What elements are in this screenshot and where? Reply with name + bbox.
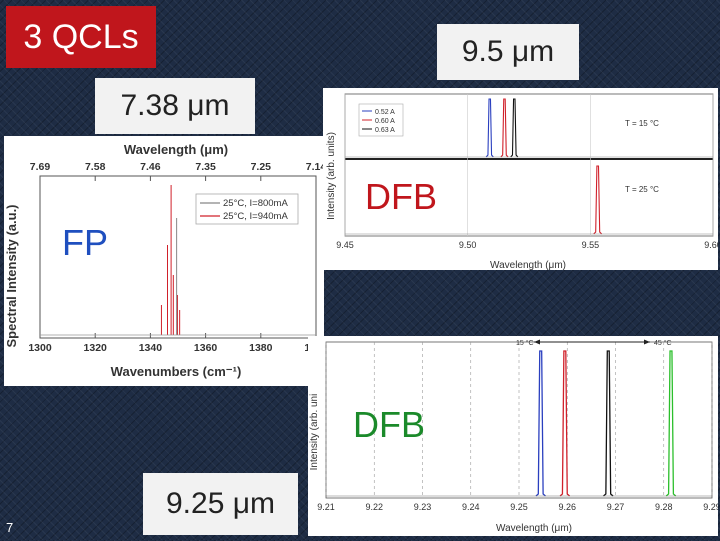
dfb-9-25-spectrum-chart: Intensity (arb. uni Wavelength (μm) 9.21…	[309, 339, 720, 534]
dfb1-bottom-peak	[593, 165, 603, 235]
fp-x-tick-label: 1320	[84, 342, 108, 354]
dfb2-arrow-head-left	[534, 339, 540, 345]
dfb2-x-tick-label: 9.24	[462, 502, 480, 512]
fp-plot-frame	[39, 175, 317, 339]
dfb2-x-tick-label: 9.25	[510, 502, 528, 512]
dfb-9-5-chart-panel: Intensity (arb. units) Wavelength (μm) 9…	[323, 88, 720, 271]
fp-label: FP	[62, 222, 109, 263]
dfb-label-top: DFB	[365, 176, 437, 217]
dfb-label-bottom: DFB	[353, 404, 425, 445]
dfb1-x-tick-label: 9.55	[582, 240, 600, 250]
dfb1-top-peak	[485, 98, 494, 158]
fp-chart-panel: Wavelength (μm) Spectral Intensity (a.u.…	[4, 136, 328, 386]
fp-x-axis-label: Wavenumbers (cm⁻¹)	[111, 364, 242, 379]
fp-spectrum-chart: Wavelength (μm) Spectral Intensity (a.u.…	[4, 142, 328, 379]
dfb1-bottom-annotation: T = 25 °C	[625, 185, 659, 194]
dfb2-peak	[559, 350, 571, 497]
dfb2-annotation-45c: 45 °C	[654, 339, 672, 347]
dfb1-top-peak	[510, 98, 519, 158]
dfb-9-5-spectrum-chart: Intensity (arb. units) Wavelength (μm) 9…	[326, 93, 720, 271]
dfb2-annotation-15c: 15 °C	[516, 339, 534, 347]
dfb1-top-peak	[500, 98, 509, 158]
dfb1-legend-entry-2: 0.60 A	[375, 118, 395, 125]
dfb2-x-tick-label: 9.23	[414, 502, 432, 512]
dfb2-peak	[535, 350, 546, 497]
dfb1-x-tick-label: 9.45	[336, 240, 354, 250]
dfb2-x-tick-label: 9.28	[655, 502, 673, 512]
fp-x-tick-label: 1300	[28, 342, 52, 354]
dfb2-peak	[665, 350, 677, 497]
fp-top-tick-label: 7.35	[195, 161, 216, 173]
dfb2-arrow-head-right	[644, 339, 650, 345]
dfb2-x-axis-label: Wavelength (μm)	[496, 523, 572, 534]
dfb1-legend-entry-3: 0.63 A	[375, 127, 395, 134]
dfb2-x-tick-label: 9.21	[317, 502, 335, 512]
page-number: 7	[6, 520, 14, 535]
fp-top-axis-label: Wavelength (μm)	[124, 142, 228, 157]
dfb1-x-tick-label: 9.50	[459, 240, 477, 250]
slide-title: 3 QCLs	[6, 6, 156, 68]
dfb2-x-tick-label: 9.26	[558, 502, 576, 512]
fp-x-tick-label: 1380	[249, 342, 273, 354]
fp-x-tick-label: 1340	[139, 342, 163, 354]
fp-top-tick-label: 7.14	[306, 161, 324, 173]
dfb1-y-axis-label: Intensity (arb. units)	[326, 132, 337, 220]
fp-x-tick-label: 1360	[194, 342, 218, 354]
dfb1-x-axis-label: Wavelength (μm)	[490, 260, 566, 270]
fp-top-tick-label: 7.46	[140, 161, 161, 173]
label-9-25-um: 9.25 μm	[143, 473, 298, 535]
dfb1-legend-entry-1: 0.52 A	[375, 109, 395, 116]
fp-top-tick-label: 7.58	[85, 161, 106, 173]
fp-legend-entry-2: 25°C, I=940mA	[223, 211, 288, 222]
dfb2-x-tick-label: 9.29	[703, 502, 718, 512]
dfb1-x-tick-label: 9.60	[704, 240, 718, 250]
fp-y-axis-label: Spectral Intensity (a.u.)	[4, 204, 19, 347]
fp-legend-box	[195, 193, 299, 225]
dfb2-y-axis-label: Intensity (arb. uni	[309, 394, 320, 471]
dfb-9-25-chart-panel: Intensity (arb. uni Wavelength (μm) 9.21…	[308, 336, 720, 536]
fp-top-tick-label: 7.25	[251, 161, 272, 173]
dfb1-top-annotation: T = 15 °C	[625, 119, 659, 128]
dfb2-peak	[603, 350, 614, 497]
label-9-5-um: 9.5 μm	[437, 24, 579, 80]
fp-top-tick-label: 7.69	[30, 161, 51, 173]
fp-legend-entry-1: 25°C, I=800mA	[223, 198, 288, 209]
dfb2-x-tick-label: 9.22	[365, 502, 383, 512]
label-7-38-um: 7.38 μm	[95, 78, 255, 134]
dfb2-x-tick-label: 9.27	[607, 502, 625, 512]
